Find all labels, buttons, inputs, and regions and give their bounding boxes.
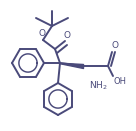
Text: O: O <box>64 31 70 40</box>
Text: NH$_2$: NH$_2$ <box>89 79 108 91</box>
Text: O: O <box>38 29 46 38</box>
Text: O: O <box>112 41 118 50</box>
Text: OH: OH <box>114 77 127 86</box>
